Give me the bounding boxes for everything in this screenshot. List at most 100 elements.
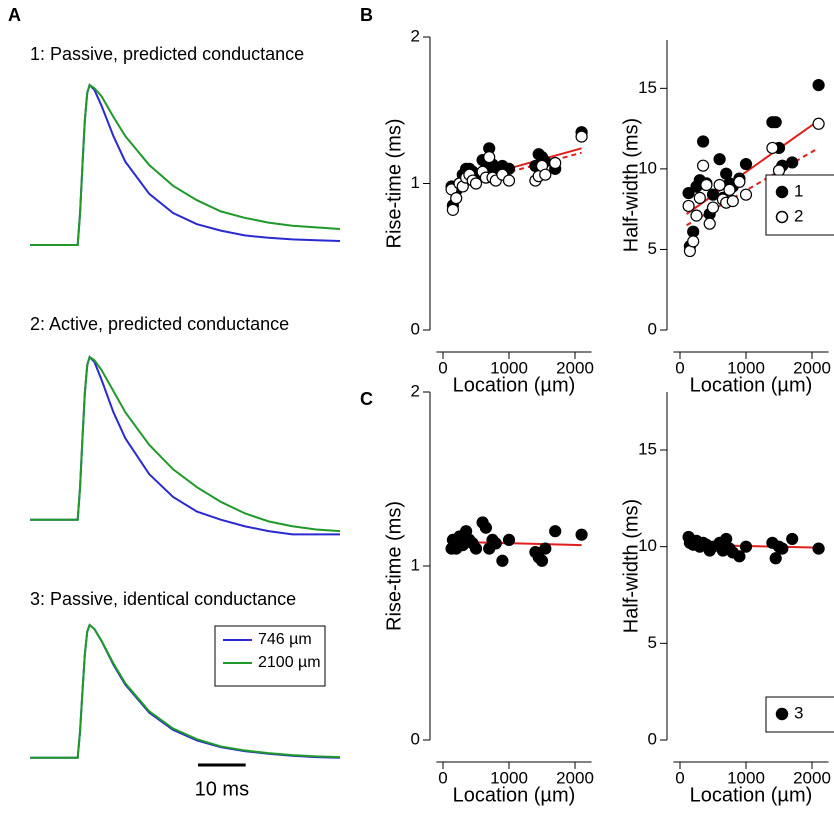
x-axis-label: Location (µm)	[453, 784, 576, 806]
y-tick-label: 1	[411, 173, 420, 192]
point	[469, 542, 483, 555]
y-tick-label: 0	[411, 319, 420, 338]
chart-title: 3: Passive, identical conductance	[30, 589, 296, 609]
x-tick-label: 0	[675, 768, 684, 787]
y-tick-label: 10	[638, 536, 657, 555]
x-axis-label: Location (µm)	[453, 374, 576, 396]
point	[812, 542, 825, 555]
point	[696, 159, 710, 172]
point	[539, 168, 552, 181]
point	[700, 178, 713, 192]
point	[706, 201, 720, 214]
legend-marker	[775, 185, 789, 199]
point	[696, 135, 710, 148]
point	[769, 552, 782, 565]
point	[687, 235, 700, 248]
point	[739, 540, 753, 553]
y-tick-label: 0	[648, 729, 657, 748]
point	[726, 195, 739, 208]
point	[682, 199, 695, 213]
x-tick-label: 1000	[490, 768, 528, 787]
point	[469, 177, 483, 190]
point	[690, 209, 703, 222]
y-tick-label: 5	[648, 239, 657, 258]
point	[769, 116, 782, 129]
x-tick-label: 2000	[556, 768, 594, 787]
y-tick-label: 2	[411, 381, 420, 400]
trace	[30, 83, 341, 246]
legend-label: 2	[794, 206, 803, 225]
point	[549, 525, 562, 538]
point	[733, 550, 746, 563]
trace	[30, 355, 341, 533]
point	[502, 533, 516, 547]
point	[535, 554, 549, 567]
point	[539, 542, 552, 555]
point	[682, 186, 695, 200]
point	[772, 164, 786, 177]
y-tick-label: 1	[411, 555, 420, 574]
point	[703, 217, 716, 230]
legend-label: 1	[794, 181, 803, 200]
y-axis-label: Half-width (ms)	[620, 499, 642, 633]
x-axis-label: Location (µm)	[690, 784, 813, 806]
x-tick-label: 0	[438, 768, 447, 787]
panel-label: C	[360, 389, 373, 409]
legend-marker	[775, 210, 789, 224]
x-tick-label: 2000	[556, 358, 594, 377]
point	[693, 191, 706, 204]
point	[502, 174, 516, 187]
point	[496, 554, 509, 567]
point	[549, 156, 562, 170]
legend-label: 746 µm	[258, 631, 312, 648]
point	[446, 203, 459, 216]
legend-label: 3	[794, 703, 803, 722]
y-tick-label: 10	[638, 158, 657, 177]
point	[739, 157, 753, 171]
y-tick-label: 0	[411, 729, 420, 748]
y-axis-label: Rise-time (ms)	[383, 119, 405, 249]
x-tick-label: 1000	[490, 358, 528, 377]
point	[713, 153, 726, 166]
y-tick-label: 15	[638, 439, 657, 458]
point	[713, 178, 726, 192]
x-tick-label: 2000	[793, 358, 831, 377]
legend-marker	[775, 707, 789, 721]
x-tick-label: 2000	[793, 768, 831, 787]
point	[812, 117, 825, 130]
y-tick-label: 2	[411, 26, 420, 45]
y-axis-label: Half-width (ms)	[620, 118, 642, 252]
x-tick-label: 0	[675, 358, 684, 377]
point	[776, 542, 789, 555]
x-tick-label: 1000	[727, 768, 765, 787]
point	[766, 141, 779, 155]
point	[450, 192, 463, 205]
point	[479, 521, 492, 534]
point	[575, 130, 588, 143]
chart-title: 1: Passive, predicted conductance	[30, 44, 304, 64]
y-tick-label: 5	[648, 633, 657, 652]
point	[483, 151, 496, 164]
scale-bar-label: 10 ms	[195, 778, 249, 800]
x-axis-label: Location (µm)	[690, 374, 813, 396]
legend-box	[214, 625, 326, 687]
trace	[30, 623, 341, 759]
point	[733, 175, 746, 188]
y-axis-label: Rise-time (ms)	[383, 501, 405, 631]
chart-title: 2: Active, predicted conductance	[30, 314, 289, 334]
panel-label: B	[360, 5, 373, 25]
panel-label: A	[8, 5, 21, 25]
legend-label: 2100 µm	[258, 654, 321, 671]
x-tick-label: 1000	[727, 358, 765, 377]
y-tick-label: 15	[638, 78, 657, 97]
point	[575, 528, 588, 541]
point	[489, 537, 502, 550]
trace	[30, 355, 340, 536]
point	[812, 79, 825, 92]
point	[786, 532, 799, 546]
point	[723, 183, 736, 196]
point	[786, 156, 799, 169]
y-tick-label: 0	[648, 319, 657, 338]
